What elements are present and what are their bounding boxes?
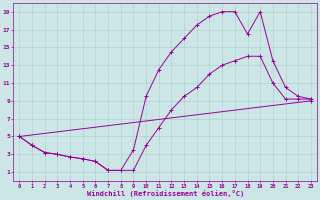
X-axis label: Windchill (Refroidissement éolien,°C): Windchill (Refroidissement éolien,°C) <box>86 190 244 197</box>
